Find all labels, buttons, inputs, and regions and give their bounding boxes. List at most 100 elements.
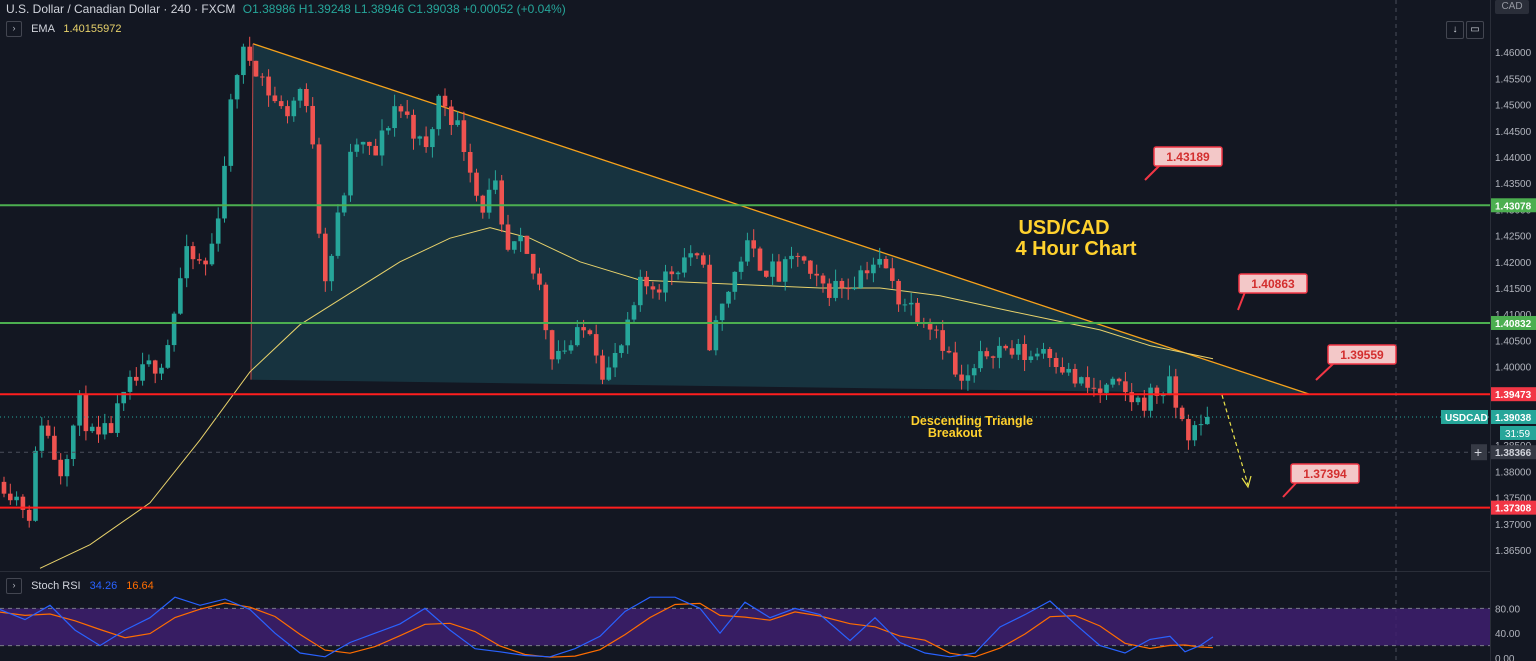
level-price-tag-bg [1491,198,1536,213]
candle [764,270,769,278]
candle-body [587,330,593,335]
candle-body [782,259,788,282]
candle-body [335,212,341,256]
candle-body [127,376,133,392]
candle [682,248,687,278]
candle-body [732,271,738,292]
candle [814,264,819,287]
candle [556,340,561,364]
candle-body [770,261,775,277]
callout-box [1153,146,1223,167]
candle [278,95,284,109]
candle-body [940,330,945,351]
chart-title-line-2: 4 Hour Chart [1015,238,1136,260]
candle [379,119,385,166]
candle [656,284,662,300]
candle [20,494,26,519]
candle-body [650,286,656,290]
candle-body [486,189,492,213]
candle-body [789,255,794,260]
ema-legend[interactable]: › EMA 1.40155972 [6,21,121,37]
candle-body [984,351,990,357]
candle [1097,380,1103,403]
candle-body [820,275,826,284]
callout-pointer [1282,481,1298,498]
candle [64,454,70,487]
candle [480,194,486,219]
price-callout[interactable]: 1.39559 [1315,344,1397,381]
candle [902,298,908,312]
candle [600,349,605,385]
candle-body [827,283,832,298]
candle [461,111,467,161]
candle [908,292,914,316]
candle-body [1154,387,1160,396]
candle [631,301,637,324]
candle-body [215,218,221,244]
candle-body [883,258,889,269]
candle [209,233,215,267]
candle-body [997,345,1002,358]
price-tick-label: 1.37000 [1495,520,1532,531]
candle-body [102,423,108,435]
candle [316,137,322,239]
candle [776,254,782,282]
candle-body [562,350,567,352]
candle [1205,406,1210,425]
collapse-icon[interactable]: › [6,578,22,594]
candle [493,170,498,195]
candle-body [77,393,82,426]
candle-body [436,95,441,130]
candle-body [638,276,643,306]
candle-body [833,280,838,298]
candle [688,245,693,266]
price-tick-label: 1.42000 [1495,258,1532,269]
collapse-icon[interactable]: › [6,21,22,37]
candle-body [52,435,57,460]
price-callout[interactable]: 1.40863 [1237,273,1308,311]
candle [1003,344,1008,351]
candle-body [852,287,857,290]
scroll-down-icon[interactable]: ↓ [1446,21,1464,39]
candle [612,342,618,378]
callout-box [1327,344,1397,365]
candle-body [108,423,114,433]
candle [1079,376,1084,386]
callout-label: 1.43189 [1166,150,1210,164]
candle [871,257,876,283]
triangle-upper-trendline [252,43,1311,395]
candle [1009,340,1015,359]
price-tick-label: 1.40500 [1495,336,1532,347]
candle [96,415,101,443]
candle-body [310,105,315,145]
candle [253,60,259,77]
candle-body [1079,377,1084,384]
candle-body [115,403,120,433]
candle [45,420,51,439]
stoch-legend[interactable]: › Stoch RSI 34.26 16.64 [6,578,154,594]
candle [398,104,404,118]
candle [171,311,177,352]
price-callout[interactable]: 1.43189 [1144,146,1223,181]
candle-body [965,375,971,381]
candle-body [556,350,561,360]
candle-body [442,95,448,107]
price-callout[interactable]: 1.37394 [1282,463,1360,498]
candle [1066,362,1071,376]
candle [436,94,441,136]
add-alert-bg[interactable] [1471,444,1487,461]
maximize-icon[interactable]: ▭ [1466,21,1484,39]
candle-body [474,172,479,196]
candle [530,253,536,280]
candle [575,320,580,347]
symbol-title[interactable]: U.S. Dollar / Canadian Dollar · 240 · FX… [6,2,236,16]
candle-body [1072,368,1078,384]
candle [877,247,882,268]
candle-body [795,255,801,257]
candle-body [1041,349,1046,354]
candle-body [524,235,530,254]
candle [959,364,964,390]
candle-body [1104,384,1109,393]
candle [512,241,517,254]
